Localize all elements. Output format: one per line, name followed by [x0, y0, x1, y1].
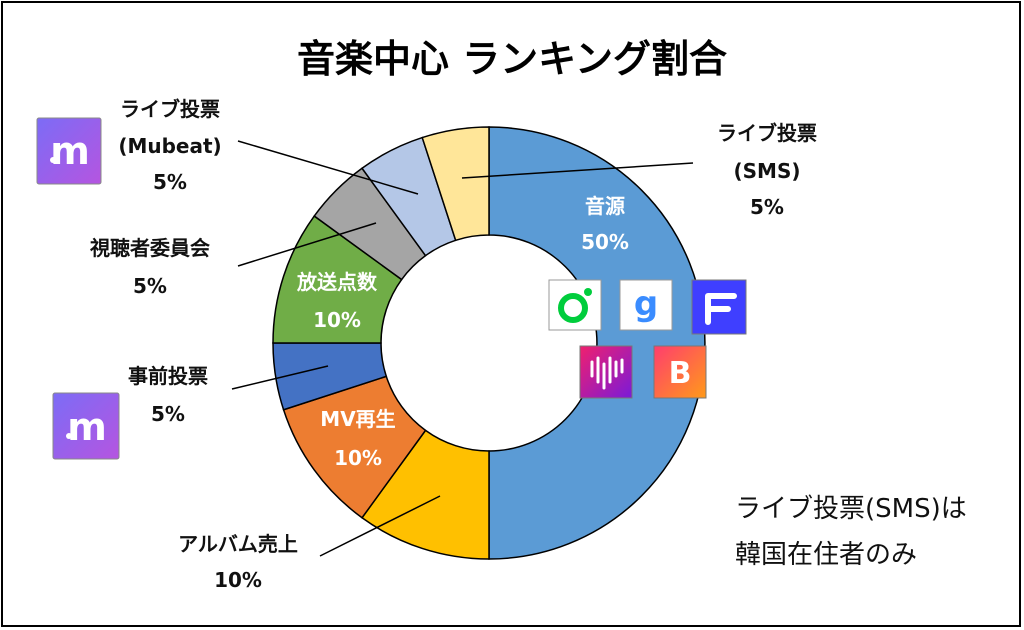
bugs-icon: B	[653, 345, 707, 399]
melon-icon	[548, 279, 602, 331]
callout-sms-subtitle: (SMS)	[734, 159, 801, 183]
callout-album-title: アルバム売上	[178, 532, 298, 556]
slice-value-source: 50%	[581, 230, 629, 254]
callout-mubeat-title: ライブ投票	[120, 97, 220, 121]
mubeat-icon: m	[52, 392, 120, 460]
slice-value-mv: 10%	[334, 446, 382, 470]
note-line-1: ライブ投票(SMS)は	[735, 494, 967, 524]
callout-album-value: 10%	[214, 568, 262, 592]
bugs-icon-letter: B	[669, 356, 692, 391]
genie-icon: g	[619, 279, 673, 331]
leader-line-sms	[461, 162, 694, 179]
mubeat-icon: m	[36, 117, 102, 185]
slice-label-source: 音源	[585, 194, 625, 218]
callout-sms-value: 5%	[750, 195, 784, 219]
leader-lines	[231, 140, 694, 557]
callout-preliminary-value: 5%	[151, 402, 185, 426]
callout-mubeat-value: 5%	[153, 170, 187, 194]
donut-slice-7	[421, 126, 490, 242]
slice-label-broadcast: 放送点数	[296, 270, 378, 294]
mubeat-icon-letter: m	[50, 129, 90, 173]
callout-sms-title: ライブ投票	[717, 121, 817, 145]
flo-icon	[691, 279, 747, 335]
callout-mubeat-subtitle: (Mubeat)	[118, 134, 221, 158]
leader-line-viewers	[237, 222, 377, 267]
leader-line-mubeat	[237, 140, 419, 195]
callout-viewers-value: 5%	[133, 274, 167, 298]
slice-label-mv: MV再生	[320, 407, 395, 431]
callout-viewers-title: 視聴者委員会	[89, 236, 210, 260]
vibe-icon	[579, 345, 633, 399]
leader-line-preliminary	[231, 365, 329, 390]
slice-value-broadcast: 10%	[313, 308, 361, 332]
callout-preliminary-title: 事前投票	[128, 364, 208, 388]
note-line-2: 韓国在住者のみ	[735, 540, 917, 570]
genie-icon-letter: g	[634, 284, 658, 324]
chart-title: 音楽中心 ランキング割合	[297, 37, 727, 81]
donut-slices	[272, 126, 706, 560]
mubeat-icon-letter: m	[67, 405, 107, 449]
donut-slice-0	[488, 126, 706, 560]
leader-line-album	[319, 495, 441, 557]
